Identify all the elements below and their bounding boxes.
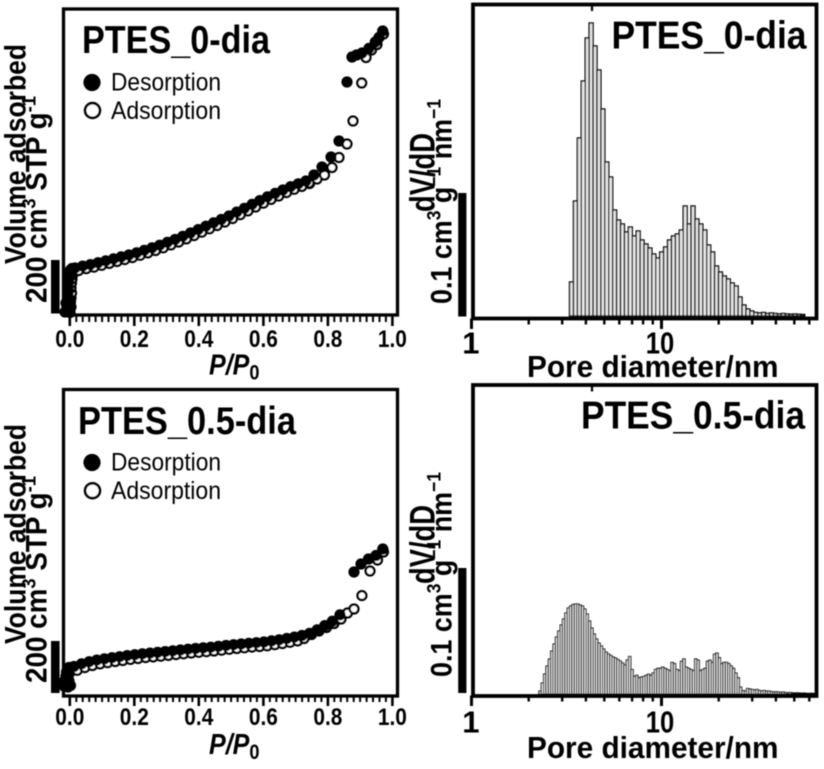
svg-text:1.0: 1.0	[378, 704, 407, 731]
svg-text:10: 10	[646, 326, 675, 361]
svg-text:Volume adsorbed: Volume adsorbed	[0, 44, 32, 264]
svg-text:0.1 cm3​ g−1​ nm−1​: 0.1 cm3​ g−1​ nm−1​	[424, 472, 459, 677]
svg-text:Pore diameter/nm: Pore diameter/nm	[527, 730, 779, 765]
svg-text:PTES_0-dia: PTES_0-dia	[612, 15, 808, 58]
svg-text:Pore diameter/nm: Pore diameter/nm	[527, 349, 779, 384]
svg-text:10: 10	[646, 705, 675, 740]
svg-text:0.4: 0.4	[184, 704, 214, 731]
svg-text:P/P0: P/P0	[209, 349, 260, 384]
svg-text:0.4: 0.4	[184, 326, 214, 353]
svg-text:PTES_0.5-dia: PTES_0.5-dia	[78, 400, 297, 443]
svg-text:Desorption: Desorption	[111, 68, 221, 96]
svg-text:0.2: 0.2	[120, 326, 149, 353]
svg-text:0.0: 0.0	[55, 704, 84, 731]
svg-text:0.6: 0.6	[249, 704, 278, 731]
svg-text:dV/dD: dV/dD	[404, 505, 443, 584]
svg-text:Volume adsorbed: Volume adsorbed	[0, 424, 32, 644]
svg-text:1.0: 1.0	[378, 326, 407, 353]
svg-text:0.8: 0.8	[313, 326, 342, 353]
svg-text:PTES_0-dia: PTES_0-dia	[82, 19, 271, 62]
svg-text:dV/dD: dV/dD	[404, 133, 443, 212]
svg-text:0.6: 0.6	[249, 326, 278, 353]
svg-text:0.1 cm3​ g−1​ nm−1​: 0.1 cm3​ g−1​ nm−1​	[424, 99, 459, 304]
svg-text:200 cm3​ STP g-1​: 200 cm3​ STP g-1​	[19, 96, 54, 303]
svg-text:1: 1	[462, 326, 479, 361]
svg-text:Desorption: Desorption	[111, 448, 221, 476]
svg-text:0.8: 0.8	[313, 704, 342, 731]
svg-text:0.0: 0.0	[55, 326, 84, 353]
svg-text:Adsorption: Adsorption	[111, 97, 221, 125]
svg-text:0.2: 0.2	[120, 704, 149, 731]
svg-text:Adsorption: Adsorption	[111, 477, 221, 505]
svg-text:1: 1	[462, 705, 479, 740]
svg-text:PTES_0.5-dia: PTES_0.5-dia	[581, 395, 806, 438]
